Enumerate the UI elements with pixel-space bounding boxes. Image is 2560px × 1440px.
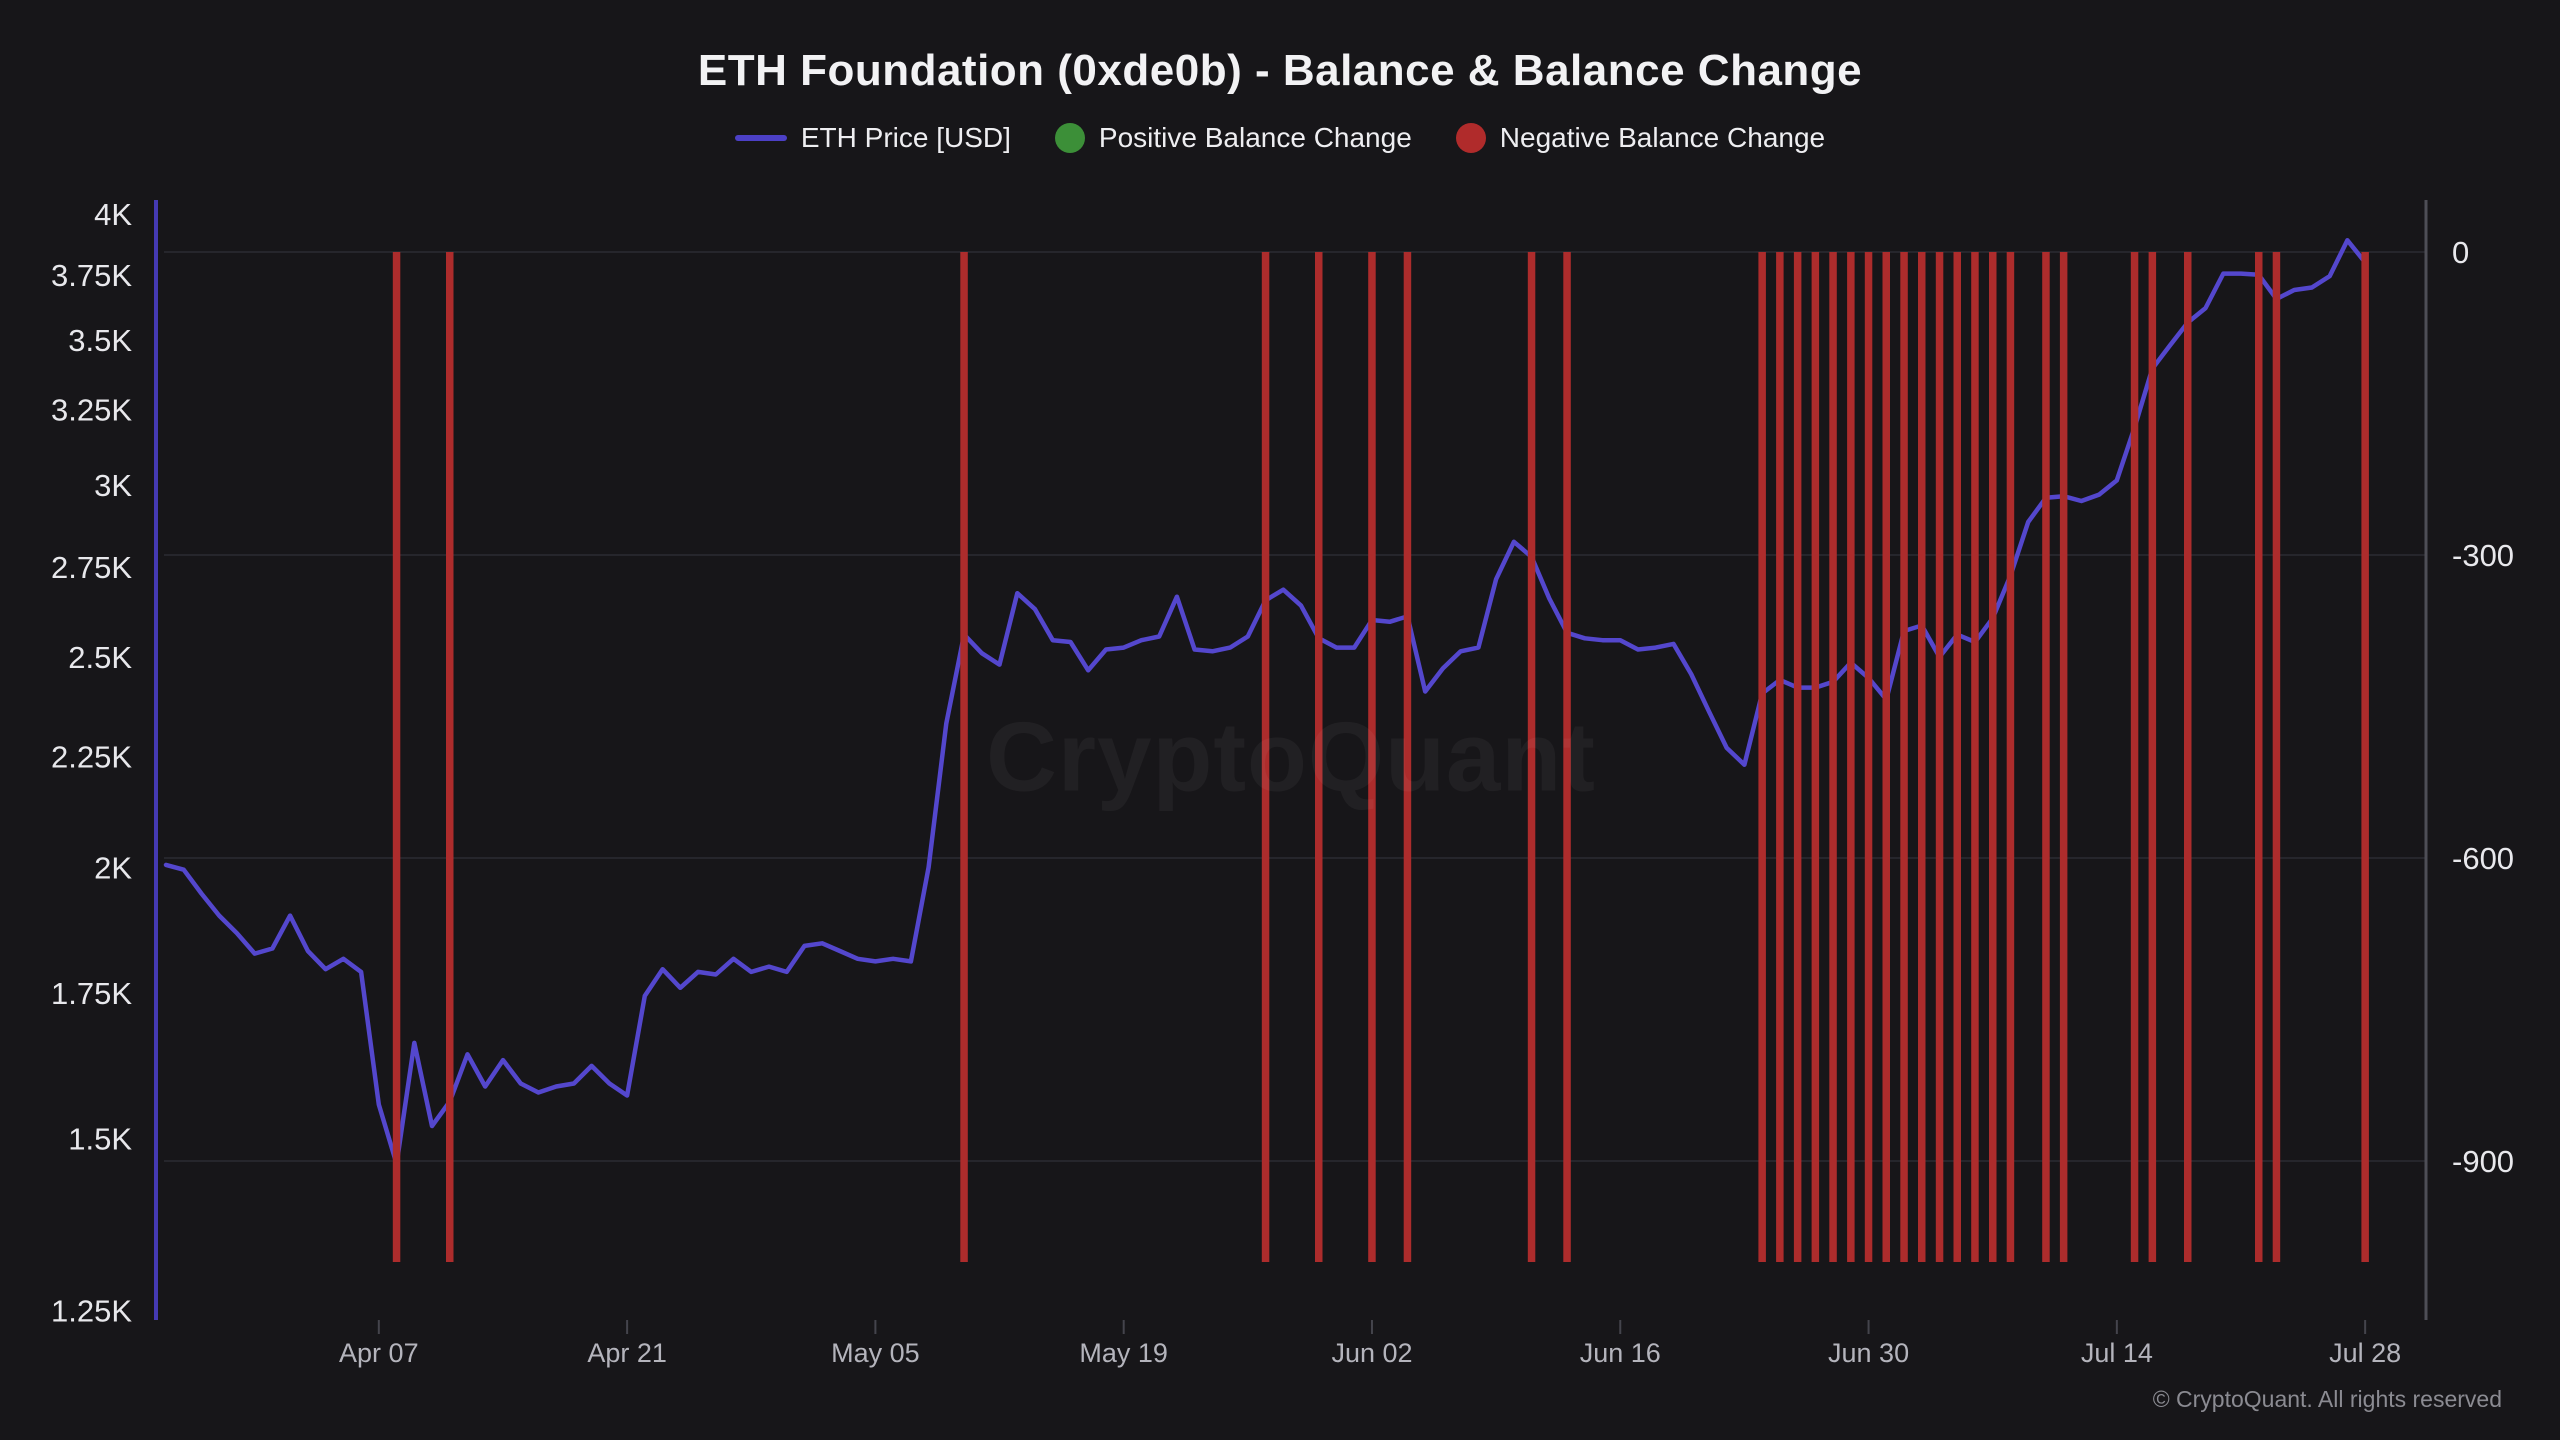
- left-axis-tick-label: 1.75K: [51, 976, 132, 1011]
- line-swatch-icon: [734, 135, 787, 141]
- negative-balance-bar: [1900, 252, 1908, 1262]
- x-axis-tick-label: Jul 28: [2329, 1338, 2401, 1368]
- legend-item-positive-balance-change[interactable]: Positive Balance Change: [1054, 122, 1412, 154]
- negative-balance-bar: [2148, 252, 2157, 1262]
- right-axis-tick-label: -600: [2452, 841, 2514, 876]
- negative-balance-bar: [1368, 252, 1376, 1262]
- negative-balance-bar: [2059, 252, 2068, 1262]
- negative-balance-bar: [1527, 252, 1536, 1262]
- legend-label-eth-price: ETH Price [USD]: [800, 122, 1011, 153]
- negative-balance-bar: [2361, 252, 2369, 1262]
- negative-balance-bar: [1864, 252, 1873, 1262]
- legend-item-eth-price[interactable]: ETH Price [USD]: [734, 122, 1011, 154]
- legend-label-positive-balance-change: Positive Balance Change: [1098, 122, 1412, 153]
- negative-balance-bar: [1811, 252, 1820, 1262]
- negative-balance-bar: [1261, 252, 1270, 1262]
- plot-area[interactable]: [156, 200, 2426, 1320]
- x-axis-tick-label: Jul 14: [2081, 1338, 2153, 1368]
- negative-balance-bar: [392, 252, 401, 1262]
- negative-balance-bar: [1918, 252, 1926, 1262]
- negative-balance-bar: [2006, 252, 2015, 1262]
- chart-legend: ETH Price [USD] Positive Balance Change …: [0, 122, 2560, 154]
- left-axis-tick-label: 2K: [94, 850, 132, 885]
- left-axis-tick-label: 1.5K: [68, 1121, 132, 1156]
- x-axis-tick-label: May 05: [831, 1338, 920, 1368]
- negative-balance-bar: [1971, 252, 1979, 1262]
- negative-balance-bar: [1829, 252, 1837, 1262]
- negative-balance-bar: [1793, 252, 1802, 1262]
- left-axis-tick-label: 2.75K: [51, 550, 132, 585]
- negative-balance-bar: [1989, 252, 1997, 1262]
- left-axis-tick-label: 3K: [94, 468, 132, 503]
- left-axis-tick-label: 2.5K: [68, 640, 132, 675]
- x-axis-tick-label: May 19: [1079, 1338, 1168, 1368]
- negative-balance-bar: [2255, 252, 2263, 1262]
- negative-balance-bar: [1403, 252, 1412, 1262]
- negative-balance-bar: [960, 252, 968, 1262]
- x-axis-tick-label: Jun 30: [1828, 1338, 1909, 1368]
- left-axis-tick-label: 2.25K: [51, 739, 132, 774]
- right-axis-tick-label: 0: [2452, 235, 2469, 270]
- right-axis-tick-label: -900: [2452, 1144, 2514, 1179]
- right-axis-tick-label: -300: [2452, 538, 2514, 573]
- negative-balance-bar: [1847, 252, 1855, 1262]
- negative-balance-bar: [2272, 252, 2281, 1262]
- negative-balance-bar: [1758, 252, 1766, 1262]
- left-axis-tick-label: 1.25K: [51, 1293, 132, 1328]
- negative-balance-bar: [2130, 252, 2139, 1262]
- left-axis-tick-label: 3.75K: [51, 258, 132, 293]
- negative-balance-bar: [2184, 252, 2192, 1262]
- x-axis-tick-label: Jun 16: [1580, 1338, 1661, 1368]
- x-axis-tick-label: Apr 07: [339, 1338, 419, 1368]
- negative-balance-bar: [446, 252, 454, 1262]
- copyright-text: © CryptoQuant. All rights reserved: [2152, 1386, 2502, 1412]
- negative-balance-bar: [1953, 252, 1961, 1262]
- negative-balance-bar: [1563, 252, 1571, 1262]
- negative-balance-bar: [1935, 252, 1944, 1262]
- x-axis-tick-label: Jun 02: [1331, 1338, 1412, 1368]
- left-axis-tick-label: 3.25K: [51, 393, 132, 428]
- left-axis-tick-label: 4K: [94, 197, 132, 232]
- chart-title: ETH Foundation (0xde0b) - Balance & Bala…: [697, 46, 1863, 95]
- left-axis-tick-label: 3.5K: [68, 323, 132, 358]
- negative-balance-bar: [1315, 252, 1323, 1262]
- red-dot-icon: [1455, 123, 1486, 153]
- negative-balance-bar: [1882, 252, 1890, 1262]
- legend-item-negative-balance-change[interactable]: Negative Balance Change: [1455, 122, 1826, 154]
- green-dot-icon: [1054, 123, 1085, 153]
- legend-label-negative-balance-change: Negative Balance Change: [1499, 122, 1826, 153]
- x-axis-tick-label: Apr 21: [587, 1338, 667, 1368]
- negative-balance-bar: [1776, 252, 1784, 1262]
- negative-balance-bar: [2042, 252, 2050, 1262]
